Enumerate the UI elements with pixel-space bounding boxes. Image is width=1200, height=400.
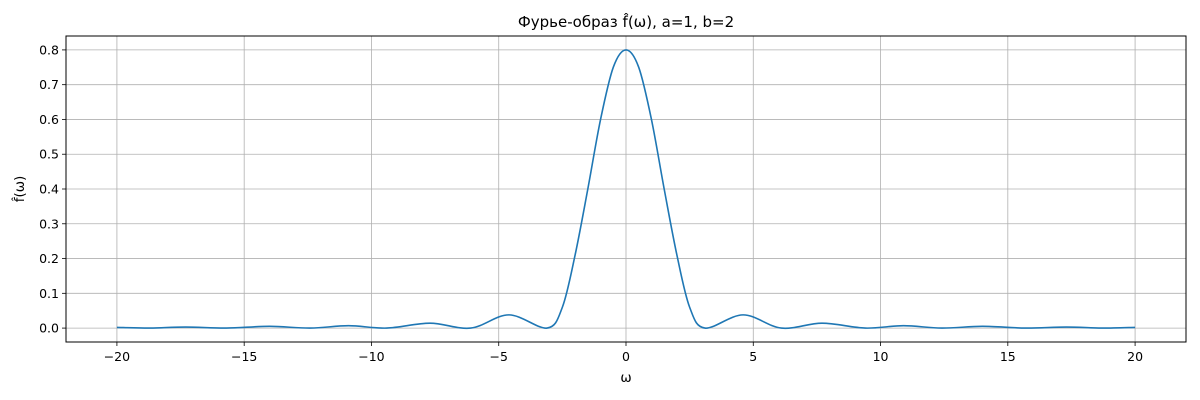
x-tick-label: −15 (231, 349, 257, 364)
x-tick-label: 5 (749, 349, 757, 364)
x-tick-label: 10 (873, 349, 889, 364)
y-axis-ticks: 0.0 0.1 0.2 0.3 0.4 0.5 0.6 0.7 0.8 (39, 42, 66, 336)
x-axis-label: ω (620, 370, 631, 386)
y-tick-label: 0.8 (39, 42, 59, 57)
x-tick-label: 20 (1127, 349, 1143, 364)
x-axis-ticks: −20 −15 −10 −5 0 5 10 15 20 (104, 342, 1143, 364)
y-tick-label: 0.6 (39, 112, 59, 127)
y-tick-label: 0.2 (39, 251, 59, 266)
y-tick-label: 0.5 (39, 147, 59, 162)
x-tick-label: 15 (1000, 349, 1016, 364)
chart-title: Фурье-образ f̂(ω), a=1, b=2 (518, 12, 734, 31)
x-tick-label: −20 (104, 349, 130, 364)
y-tick-label: 0.7 (39, 77, 59, 92)
y-axis-label: f̂(ω) (12, 176, 28, 203)
y-tick-label: 0.3 (39, 216, 59, 231)
x-tick-label: −5 (490, 349, 508, 364)
x-tick-label: 0 (622, 349, 630, 364)
x-tick-label: −10 (358, 349, 384, 364)
series-layer (116, 49, 1136, 330)
y-tick-label: 0.0 (39, 321, 59, 336)
series-line (116, 49, 1136, 330)
y-tick-label: 0.4 (39, 182, 59, 197)
y-tick-label: 0.1 (39, 286, 59, 301)
